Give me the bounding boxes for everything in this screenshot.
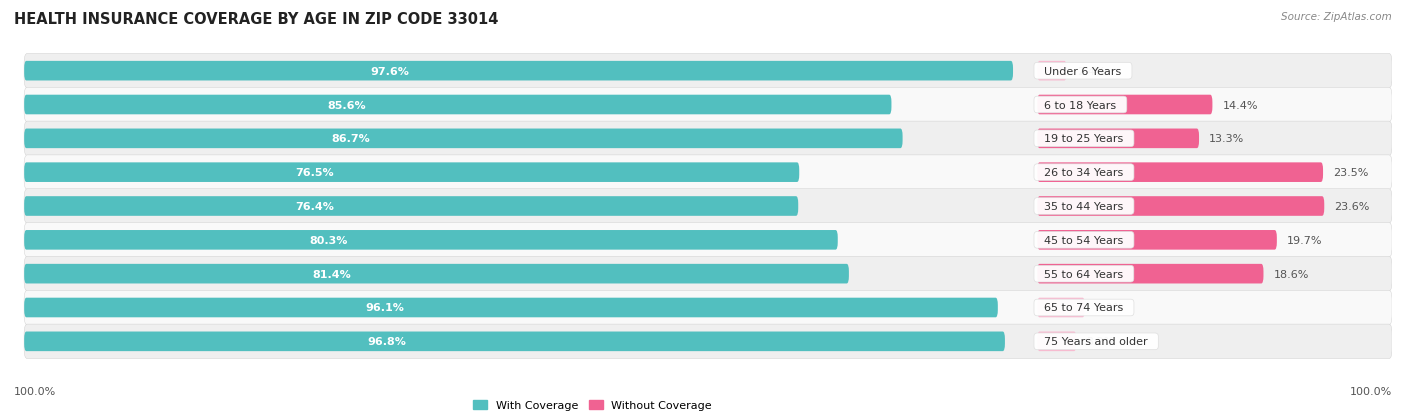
Text: 23.5%: 23.5% <box>1333 168 1368 178</box>
FancyBboxPatch shape <box>24 156 1392 190</box>
FancyBboxPatch shape <box>24 290 1392 325</box>
Text: 81.4%: 81.4% <box>314 269 352 279</box>
Text: 100.0%: 100.0% <box>1350 387 1392 396</box>
FancyBboxPatch shape <box>24 95 891 115</box>
Text: 97.6%: 97.6% <box>370 66 409 76</box>
Text: 45 to 54 Years: 45 to 54 Years <box>1038 235 1130 245</box>
Text: Source: ZipAtlas.com: Source: ZipAtlas.com <box>1281 12 1392 22</box>
Text: HEALTH INSURANCE COVERAGE BY AGE IN ZIP CODE 33014: HEALTH INSURANCE COVERAGE BY AGE IN ZIP … <box>14 12 499 27</box>
Text: 14.4%: 14.4% <box>1223 100 1258 110</box>
FancyBboxPatch shape <box>1038 129 1199 149</box>
Text: 80.3%: 80.3% <box>309 235 347 245</box>
FancyBboxPatch shape <box>24 163 799 183</box>
FancyBboxPatch shape <box>24 88 1392 123</box>
Text: 75 Years and older: 75 Years and older <box>1038 337 1154 347</box>
FancyBboxPatch shape <box>24 223 1392 257</box>
Text: 26 to 34 Years: 26 to 34 Years <box>1038 168 1130 178</box>
FancyBboxPatch shape <box>24 230 838 250</box>
Text: 6 to 18 Years: 6 to 18 Years <box>1038 100 1123 110</box>
FancyBboxPatch shape <box>24 257 1392 291</box>
Text: 55 to 64 Years: 55 to 64 Years <box>1038 269 1130 279</box>
Text: 2.4%: 2.4% <box>1077 66 1105 76</box>
FancyBboxPatch shape <box>1038 163 1323 183</box>
Text: 76.5%: 76.5% <box>295 168 335 178</box>
FancyBboxPatch shape <box>1038 264 1264 284</box>
FancyBboxPatch shape <box>24 54 1392 89</box>
FancyBboxPatch shape <box>1038 95 1212 115</box>
Text: 85.6%: 85.6% <box>328 100 367 110</box>
Legend: With Coverage, Without Coverage: With Coverage, Without Coverage <box>470 395 717 413</box>
FancyBboxPatch shape <box>24 324 1392 359</box>
Text: 65 to 74 Years: 65 to 74 Years <box>1038 303 1130 313</box>
FancyBboxPatch shape <box>24 129 903 149</box>
FancyBboxPatch shape <box>24 189 1392 224</box>
FancyBboxPatch shape <box>1038 298 1085 318</box>
Text: 3.9%: 3.9% <box>1095 303 1123 313</box>
FancyBboxPatch shape <box>24 264 849 284</box>
FancyBboxPatch shape <box>24 332 1005 351</box>
Text: Under 6 Years: Under 6 Years <box>1038 66 1129 76</box>
Text: 23.6%: 23.6% <box>1334 202 1369 211</box>
FancyBboxPatch shape <box>1038 230 1277 250</box>
FancyBboxPatch shape <box>24 197 799 216</box>
FancyBboxPatch shape <box>1038 62 1067 81</box>
FancyBboxPatch shape <box>1038 197 1324 216</box>
Text: 100.0%: 100.0% <box>14 387 56 396</box>
Text: 19.7%: 19.7% <box>1286 235 1323 245</box>
Text: 3.2%: 3.2% <box>1087 337 1115 347</box>
FancyBboxPatch shape <box>24 62 1014 81</box>
Text: 96.8%: 96.8% <box>367 337 406 347</box>
Text: 19 to 25 Years: 19 to 25 Years <box>1038 134 1130 144</box>
FancyBboxPatch shape <box>24 122 1392 156</box>
Text: 13.3%: 13.3% <box>1209 134 1244 144</box>
Text: 86.7%: 86.7% <box>332 134 370 144</box>
Text: 96.1%: 96.1% <box>366 303 404 313</box>
FancyBboxPatch shape <box>1038 332 1076 351</box>
Text: 35 to 44 Years: 35 to 44 Years <box>1038 202 1130 211</box>
Text: 18.6%: 18.6% <box>1274 269 1309 279</box>
Text: 76.4%: 76.4% <box>295 202 335 211</box>
FancyBboxPatch shape <box>24 298 998 318</box>
